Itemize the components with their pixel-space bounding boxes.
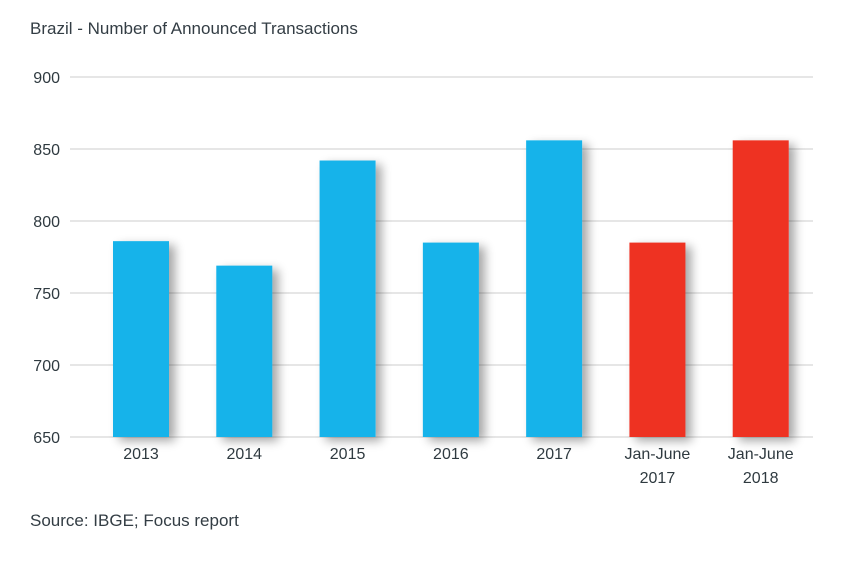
bar xyxy=(629,242,686,437)
bar xyxy=(732,140,789,438)
x-tick-label: 2014 xyxy=(226,446,262,463)
x-tick-label: Jan-June xyxy=(625,446,691,463)
bar xyxy=(113,241,169,437)
y-tick-label: 750 xyxy=(33,286,60,303)
y-axis-ticks: 650 700 750 800 850 900 xyxy=(33,70,60,447)
y-tick-label: 900 xyxy=(33,70,60,87)
x-tick-label: Jan-June xyxy=(728,446,794,463)
x-tick-label: 2017 xyxy=(640,470,676,487)
x-tick-label: 2016 xyxy=(433,446,469,463)
chart-title: Brazil - Number of Announced Transaction… xyxy=(30,19,358,38)
bar xyxy=(422,242,479,437)
y-tick-label: 650 xyxy=(33,430,60,447)
bar xyxy=(526,140,583,438)
y-tick-label: 850 xyxy=(33,142,60,159)
x-axis-labels: 2013 2014 2015 2016 2017 Jan-June 2017 Jan-June… xyxy=(123,446,794,487)
x-tick-label: 2017 xyxy=(536,446,572,463)
y-tick-label: 700 xyxy=(33,358,60,375)
bars xyxy=(113,140,789,438)
bar xyxy=(216,265,273,437)
y-tick-label: 800 xyxy=(33,214,60,231)
x-tick-label: 2018 xyxy=(743,470,779,487)
x-tick-label: 2013 xyxy=(123,446,159,463)
bar xyxy=(319,160,376,437)
source-note: Source: IBGE; Focus report xyxy=(30,511,239,530)
x-tick-label: 2015 xyxy=(330,446,366,463)
